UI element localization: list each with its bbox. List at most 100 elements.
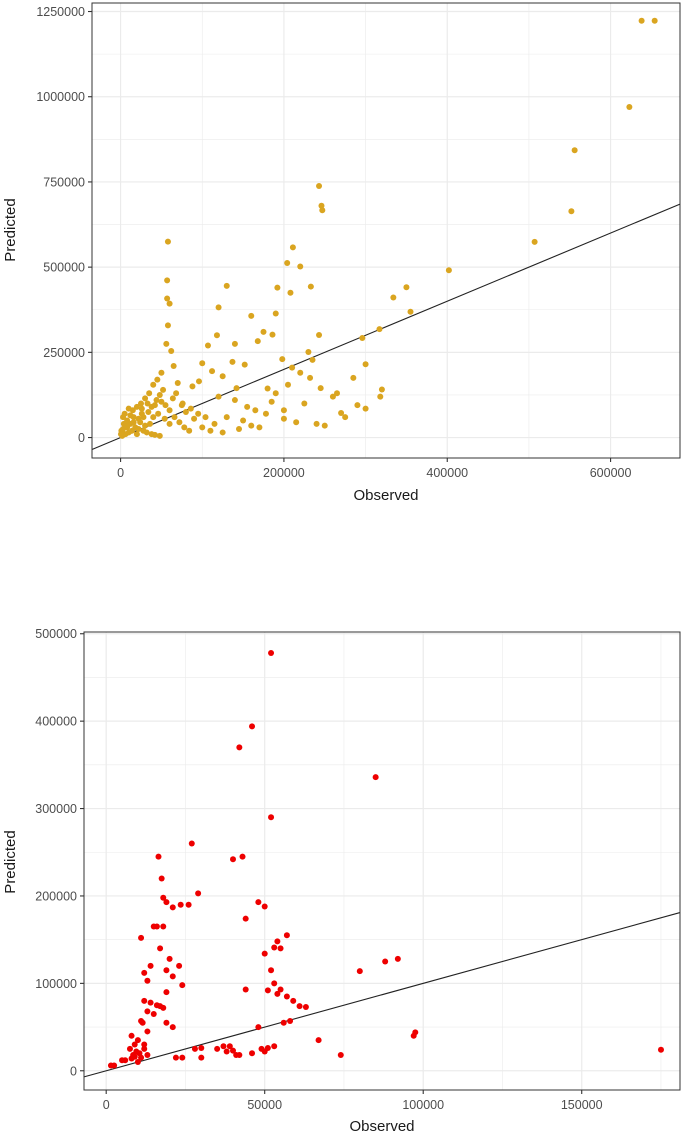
data-point — [160, 1004, 167, 1011]
data-point — [155, 410, 162, 417]
data-point — [125, 405, 132, 412]
data-point — [150, 414, 157, 421]
data-point — [382, 958, 389, 965]
data-point — [156, 432, 163, 439]
data-point — [135, 415, 142, 422]
x-tick-label: 600000 — [590, 466, 632, 480]
data-point — [296, 1003, 303, 1010]
data-point — [249, 723, 256, 730]
data-point — [261, 950, 268, 957]
y-tick-label: 500000 — [35, 627, 77, 641]
data-point — [213, 332, 220, 339]
data-point — [305, 349, 312, 356]
data-point — [138, 400, 144, 407]
data-point — [144, 1008, 151, 1015]
data-point — [264, 1045, 271, 1052]
data-point — [233, 385, 240, 392]
data-point — [214, 1045, 221, 1052]
data-point — [147, 999, 154, 1006]
data-point — [119, 1057, 126, 1064]
data-point — [169, 973, 176, 980]
y-axis-label: Predicted — [2, 830, 19, 893]
data-point — [230, 1047, 236, 1054]
data-point — [283, 932, 290, 939]
data-point — [378, 386, 385, 393]
data-point — [138, 934, 145, 941]
data-point — [354, 402, 361, 409]
data-point — [301, 400, 308, 407]
data-point — [223, 282, 230, 289]
data-point — [261, 903, 268, 910]
data-point — [191, 1045, 198, 1052]
data-point — [342, 414, 349, 421]
data-point — [153, 397, 160, 404]
data-point — [168, 347, 175, 354]
data-point — [319, 207, 326, 214]
data-point — [289, 364, 296, 371]
data-point — [161, 415, 168, 422]
x-axis-ticks: 0 200000 400000 600000 — [117, 458, 631, 480]
y-tick-label: 250000 — [43, 346, 85, 360]
data-points — [117, 17, 658, 439]
y-tick-label: 1250000 — [36, 5, 85, 19]
data-point — [138, 1054, 145, 1061]
data-points — [107, 649, 664, 1069]
data-point — [185, 901, 192, 908]
data-point — [154, 376, 161, 383]
data-point — [173, 390, 180, 397]
data-point — [359, 335, 366, 342]
data-point — [151, 402, 158, 409]
data-point — [268, 814, 275, 821]
x-tick-label: 100000 — [402, 1098, 444, 1112]
panel-border — [83, 631, 681, 1091]
data-point — [195, 378, 202, 385]
scatter-plot-bottom: 0 100000 200000 300000 400000 500000 0 50000 10… — [0, 600, 685, 1136]
data-point — [207, 427, 214, 434]
data-point — [141, 1041, 148, 1048]
data-point — [157, 945, 164, 952]
data-point — [302, 1003, 309, 1010]
data-point — [142, 395, 149, 402]
data-point — [135, 426, 142, 433]
y-tick-label: 0 — [70, 1064, 77, 1078]
data-point — [144, 400, 151, 407]
data-point — [151, 431, 158, 438]
data-point — [287, 289, 294, 296]
data-point — [293, 419, 300, 426]
data-point — [199, 424, 206, 431]
y-tick-label: 500000 — [43, 261, 85, 275]
data-point — [160, 923, 167, 930]
data-point — [133, 431, 140, 438]
data-point — [146, 390, 153, 397]
data-point — [163, 1019, 170, 1026]
data-point — [264, 385, 271, 392]
data-point — [188, 840, 195, 847]
data-point — [329, 393, 336, 400]
data-point — [126, 1045, 133, 1052]
data-point — [141, 1045, 148, 1052]
data-point — [160, 894, 167, 901]
data-point — [657, 1046, 664, 1053]
grid — [92, 3, 680, 458]
data-point — [377, 393, 384, 400]
data-point — [158, 875, 165, 882]
data-point — [186, 427, 193, 434]
data-point — [279, 356, 286, 363]
data-point — [176, 962, 183, 969]
data-point — [138, 405, 145, 412]
data-point — [242, 986, 249, 993]
data-point — [169, 904, 176, 911]
y-tick-label: 1000000 — [36, 90, 85, 104]
data-point — [376, 326, 383, 333]
data-point — [252, 407, 259, 414]
data-point — [285, 381, 291, 388]
reference-line — [83, 912, 681, 1078]
data-point — [138, 410, 145, 417]
data-point — [204, 342, 211, 349]
data-point — [407, 308, 414, 315]
data-point — [223, 1048, 230, 1055]
data-point — [223, 414, 230, 421]
data-point — [142, 422, 149, 429]
data-point — [134, 1037, 141, 1044]
data-point — [156, 391, 163, 398]
